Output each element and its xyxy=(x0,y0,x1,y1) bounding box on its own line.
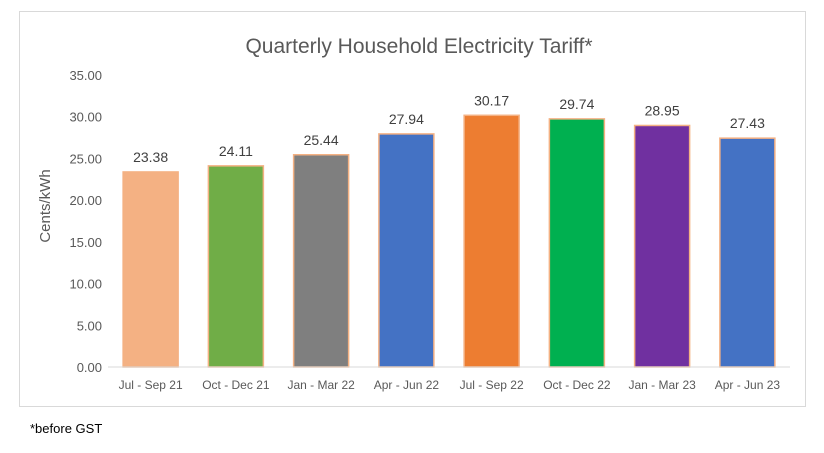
bar xyxy=(207,165,265,368)
bar-value-label: 30.17 xyxy=(474,92,509,108)
x-category-label: Apr - Jun 22 xyxy=(374,378,440,392)
y-tick-label: 0.00 xyxy=(77,360,102,375)
y-tick-label: 20.00 xyxy=(69,193,102,208)
bar xyxy=(548,118,606,368)
chart-frame: Quarterly Household Electricity Tariff* … xyxy=(19,11,806,407)
bar xyxy=(122,171,179,368)
y-tick-label: 25.00 xyxy=(69,151,102,166)
value-labels: 23.38 24.11 25.44 27.94 30.17 29.74 28.95 27.43 xyxy=(133,92,765,165)
chart-title: Quarterly Household Electricity Tariff* xyxy=(245,35,592,58)
footnote: *before GST xyxy=(30,421,103,436)
bar xyxy=(292,154,350,368)
chart-svg: Quarterly Household Electricity Tariff* … xyxy=(37,35,790,392)
y-tick-label: 35.00 xyxy=(69,68,102,83)
x-category-label: Apr - Jun 23 xyxy=(715,378,781,392)
bar-value-label: 28.95 xyxy=(645,102,680,118)
bar-value-label: 27.94 xyxy=(389,111,424,127)
bars xyxy=(122,114,776,368)
category-labels: Jul - Sep 21 Oct - Dec 21 Jan - Mar 22 Apr … xyxy=(119,378,781,392)
bar-value-label: 23.38 xyxy=(133,149,168,165)
y-tick-label: 15.00 xyxy=(69,235,102,250)
x-category-label: Jul - Sep 21 xyxy=(119,378,183,392)
bar xyxy=(463,114,520,368)
bar xyxy=(719,137,776,368)
y-tick-label: 5.00 xyxy=(77,318,102,333)
y-axis-label: Cents/kWh xyxy=(37,169,54,242)
x-category-label: Oct - Dec 21 xyxy=(202,378,270,392)
bar-value-label: 24.11 xyxy=(219,143,253,159)
y-axis-ticks: 0.00 5.00 10.00 15.00 20.00 25.00 30.00 35.00 xyxy=(69,68,102,375)
x-category-label: Jan - Mar 23 xyxy=(628,378,696,392)
bar xyxy=(378,133,435,368)
bar-value-label: 27.43 xyxy=(730,115,765,131)
x-category-label: Oct - Dec 22 xyxy=(543,378,611,392)
y-tick-label: 30.00 xyxy=(69,110,102,125)
x-category-label: Jul - Sep 22 xyxy=(460,378,524,392)
y-tick-label: 10.00 xyxy=(69,277,102,292)
bar xyxy=(633,124,691,368)
x-category-label: Jan - Mar 22 xyxy=(287,378,355,392)
bar-value-label: 29.74 xyxy=(559,96,594,112)
bar-value-label: 25.44 xyxy=(304,132,339,148)
